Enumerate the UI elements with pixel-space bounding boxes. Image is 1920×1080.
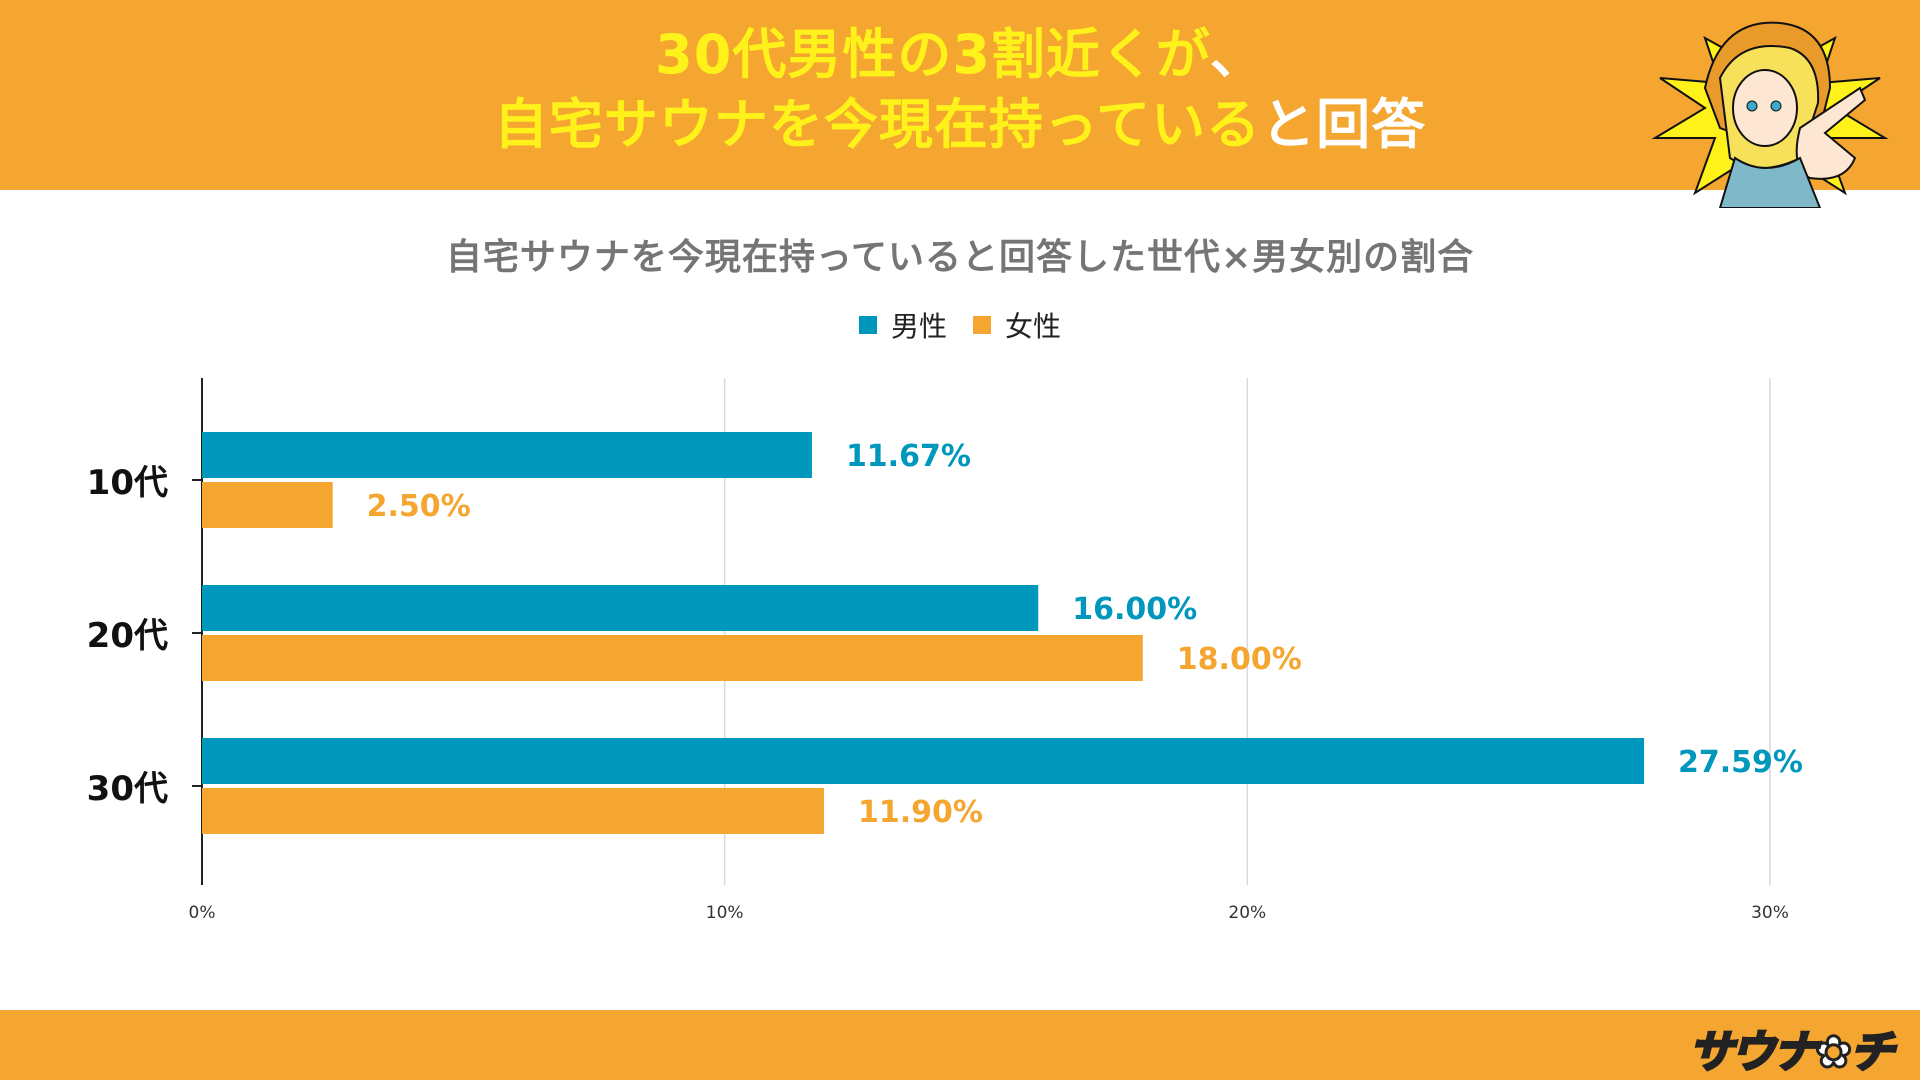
mascot-body (1718, 156, 1822, 208)
data-label: 18.00% (1177, 642, 1302, 677)
brand-logo: サウナ✿チ (1688, 1026, 1896, 1080)
headline-line-1: 30代男性の3割近くが、 (0, 20, 1920, 90)
data-label: 16.00% (1072, 592, 1197, 627)
chart-legend: 男性 女性 (0, 305, 1920, 345)
mascot-hand (1795, 86, 1867, 180)
bar-female (202, 482, 333, 528)
header-banner (0, 0, 1920, 190)
headline-line-1-rest: 、 (1209, 23, 1265, 86)
data-label: 27.59% (1678, 745, 1803, 780)
y-category-label: 20代 (87, 616, 168, 656)
x-tick-label: 30% (1751, 903, 1789, 923)
headline-line-2: 自宅サウナを今現在持っていると回答 (0, 90, 1920, 160)
chart-title: 自宅サウナを今現在持っていると回答した世代×男女別の割合 (445, 237, 1475, 278)
legend-item-female: 女性 (973, 305, 1061, 345)
bar-female (202, 788, 824, 834)
legend-swatch-female (973, 316, 991, 334)
x-tick-label: 0% (189, 903, 216, 923)
legend-item-male: 男性 (858, 305, 947, 345)
data-label: 2.50% (367, 489, 471, 524)
mascot-eye-left (1746, 100, 1758, 112)
bar-male (202, 738, 1645, 784)
bar-chart: 0% 10% 20% 30% 10代 11.67% 2.50% 20代 16.00% 18.00%… (87, 378, 1803, 923)
legend-label-female: 女性 (1005, 310, 1062, 343)
data-label: 11.90% (858, 795, 983, 830)
x-tick-label: 10% (706, 903, 744, 923)
footer-banner (0, 1010, 1920, 1080)
legend-label-male: 男性 (890, 310, 947, 343)
bar-male (202, 432, 812, 478)
headline: 30代男性の3割近くが、 自宅サウナを今現在持っていると回答 (0, 20, 1920, 160)
bar-male (202, 585, 1039, 631)
legend-swatch-male (858, 316, 877, 334)
data-label: 11.67% (846, 439, 971, 474)
headline-line-2-rest: と回答 (1261, 93, 1427, 156)
mascot-face (1732, 69, 1798, 147)
y-category-label: 30代 (87, 769, 168, 809)
headline-line-2-highlight: 自宅サウナを今現在持っている (493, 93, 1262, 156)
mascot-eye-right (1770, 100, 1782, 112)
y-category-label: 10代 (87, 463, 168, 503)
mascot-illustration (1651, 21, 1889, 208)
x-tick-label: 20% (1228, 903, 1266, 923)
headline-line-1-highlight: 30代男性の3割近くが (655, 23, 1210, 86)
bar-female (202, 635, 1143, 681)
